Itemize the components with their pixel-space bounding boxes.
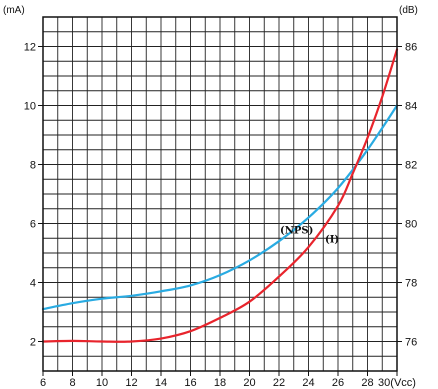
left-tick-label: 8: [30, 160, 36, 172]
left-tick-label: 10: [24, 101, 36, 113]
right-tick-label: 76: [405, 337, 417, 349]
left-tick-label: 4: [30, 278, 36, 290]
left-tick-label: 6: [30, 219, 36, 231]
nps-annotation: (NPS): [280, 225, 313, 236]
x-tick-label: 20: [243, 377, 255, 389]
right-axis-unit: (dB): [399, 5, 418, 16]
x-tick-label: 24: [302, 377, 314, 389]
left-axis-unit: (mA): [3, 5, 25, 16]
annotations: (NPS) (I): [280, 225, 339, 245]
right-tick-label: 82: [405, 160, 417, 172]
right-tick-label: 80: [405, 219, 417, 231]
x-tick-label: 30(Vcc): [378, 377, 416, 389]
x-tick-label: 26: [332, 377, 344, 389]
current-annotation: (I): [325, 234, 339, 245]
x-tick-label: 14: [155, 377, 167, 389]
x-tick-label: 12: [125, 377, 137, 389]
x-tick-label: 22: [273, 377, 285, 389]
right-tick-label: 86: [405, 42, 417, 54]
grid: [43, 17, 397, 371]
current-series-line: [41, 48, 399, 343]
x-tick-label: 18: [214, 377, 226, 389]
x-tick-label: 10: [96, 377, 108, 389]
x-tick-label: 16: [184, 377, 196, 389]
tick-labels: 6 8 10 12 14 16 18 20 22 24 26 28 30(Vcc)24681012767…: [24, 42, 418, 389]
x-tick-label: 8: [69, 377, 75, 389]
x-tick-label: 6: [40, 377, 46, 389]
left-tick-label: 12: [24, 42, 36, 54]
right-tick-label: 84: [405, 101, 417, 113]
right-tick-label: 78: [405, 278, 417, 290]
left-tick-label: 2: [30, 337, 36, 349]
x-tick-label: 28: [361, 377, 373, 389]
series-lines: [41, 48, 399, 343]
nps-series-line: [41, 104, 399, 311]
